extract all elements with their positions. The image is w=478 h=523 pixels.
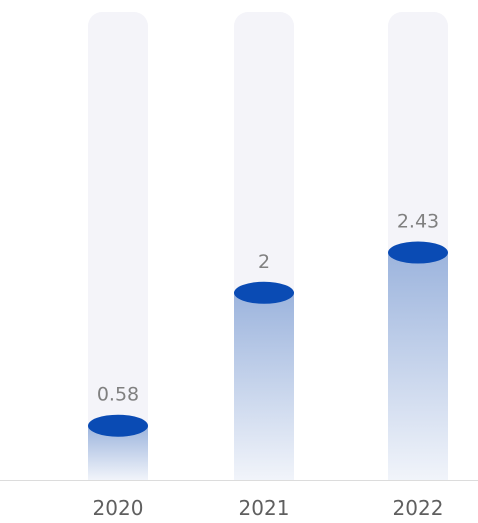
- value-labels: 0.58 2 2.43: [97, 211, 439, 406]
- bar-cap-2022: [388, 241, 448, 264]
- x-axis-ticks: 2020 2021 2022: [93, 496, 444, 520]
- bar-track-2020: [88, 12, 148, 480]
- bar-cap-2020: [88, 414, 148, 437]
- x-tick-label-2022: 2022: [393, 496, 444, 520]
- bars: [88, 241, 448, 480]
- bar-2022: [388, 252, 448, 480]
- bar-cap-2021: [234, 281, 294, 304]
- value-label-2020: 0.58: [97, 384, 139, 406]
- bar-2021: [234, 292, 294, 480]
- value-label-2022: 2.43: [397, 211, 439, 233]
- x-tick-label-2020: 2020: [93, 496, 144, 520]
- x-tick-label-2021: 2021: [239, 496, 290, 520]
- value-label-2021: 2: [258, 251, 270, 273]
